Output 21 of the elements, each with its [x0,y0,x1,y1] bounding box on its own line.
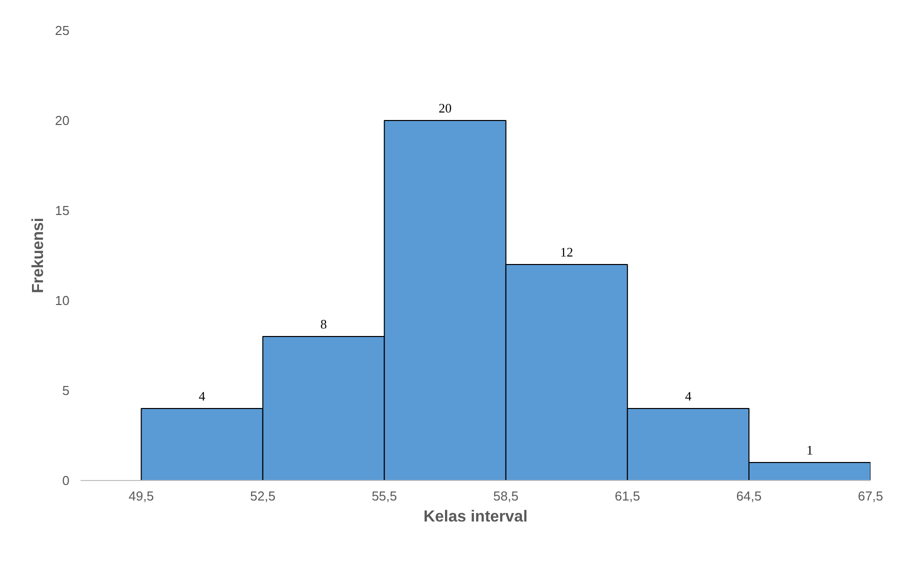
data-label: 4 [684,388,692,404]
x-tick-label: 67,5 [858,488,884,504]
x-axis-title: Kelas interval [423,508,528,526]
x-tick-label: 58,5 [493,488,519,504]
x-tick-label: 49,5 [128,488,154,504]
x-tick-label: 52,5 [250,488,276,504]
x-tick-label: 61,5 [614,488,640,504]
y-tick-label: 5 [62,383,70,398]
y-tick-label: 15 [55,203,70,218]
data-label: 4 [198,388,206,404]
x-tick-label: 64,5 [736,488,762,504]
y-axis-title: Frekuensi [30,218,48,294]
x-tick-label: 55,5 [372,488,398,504]
y-tick-label: 25 [55,23,70,38]
data-label: 1 [806,442,813,458]
y-tick-label: 20 [55,113,70,128]
data-label: 12 [560,244,574,260]
y-tick-label: 0 [62,473,70,488]
data-label: 20 [438,100,452,116]
y-tick-label: 10 [55,293,70,308]
data-label: 8 [320,316,327,332]
